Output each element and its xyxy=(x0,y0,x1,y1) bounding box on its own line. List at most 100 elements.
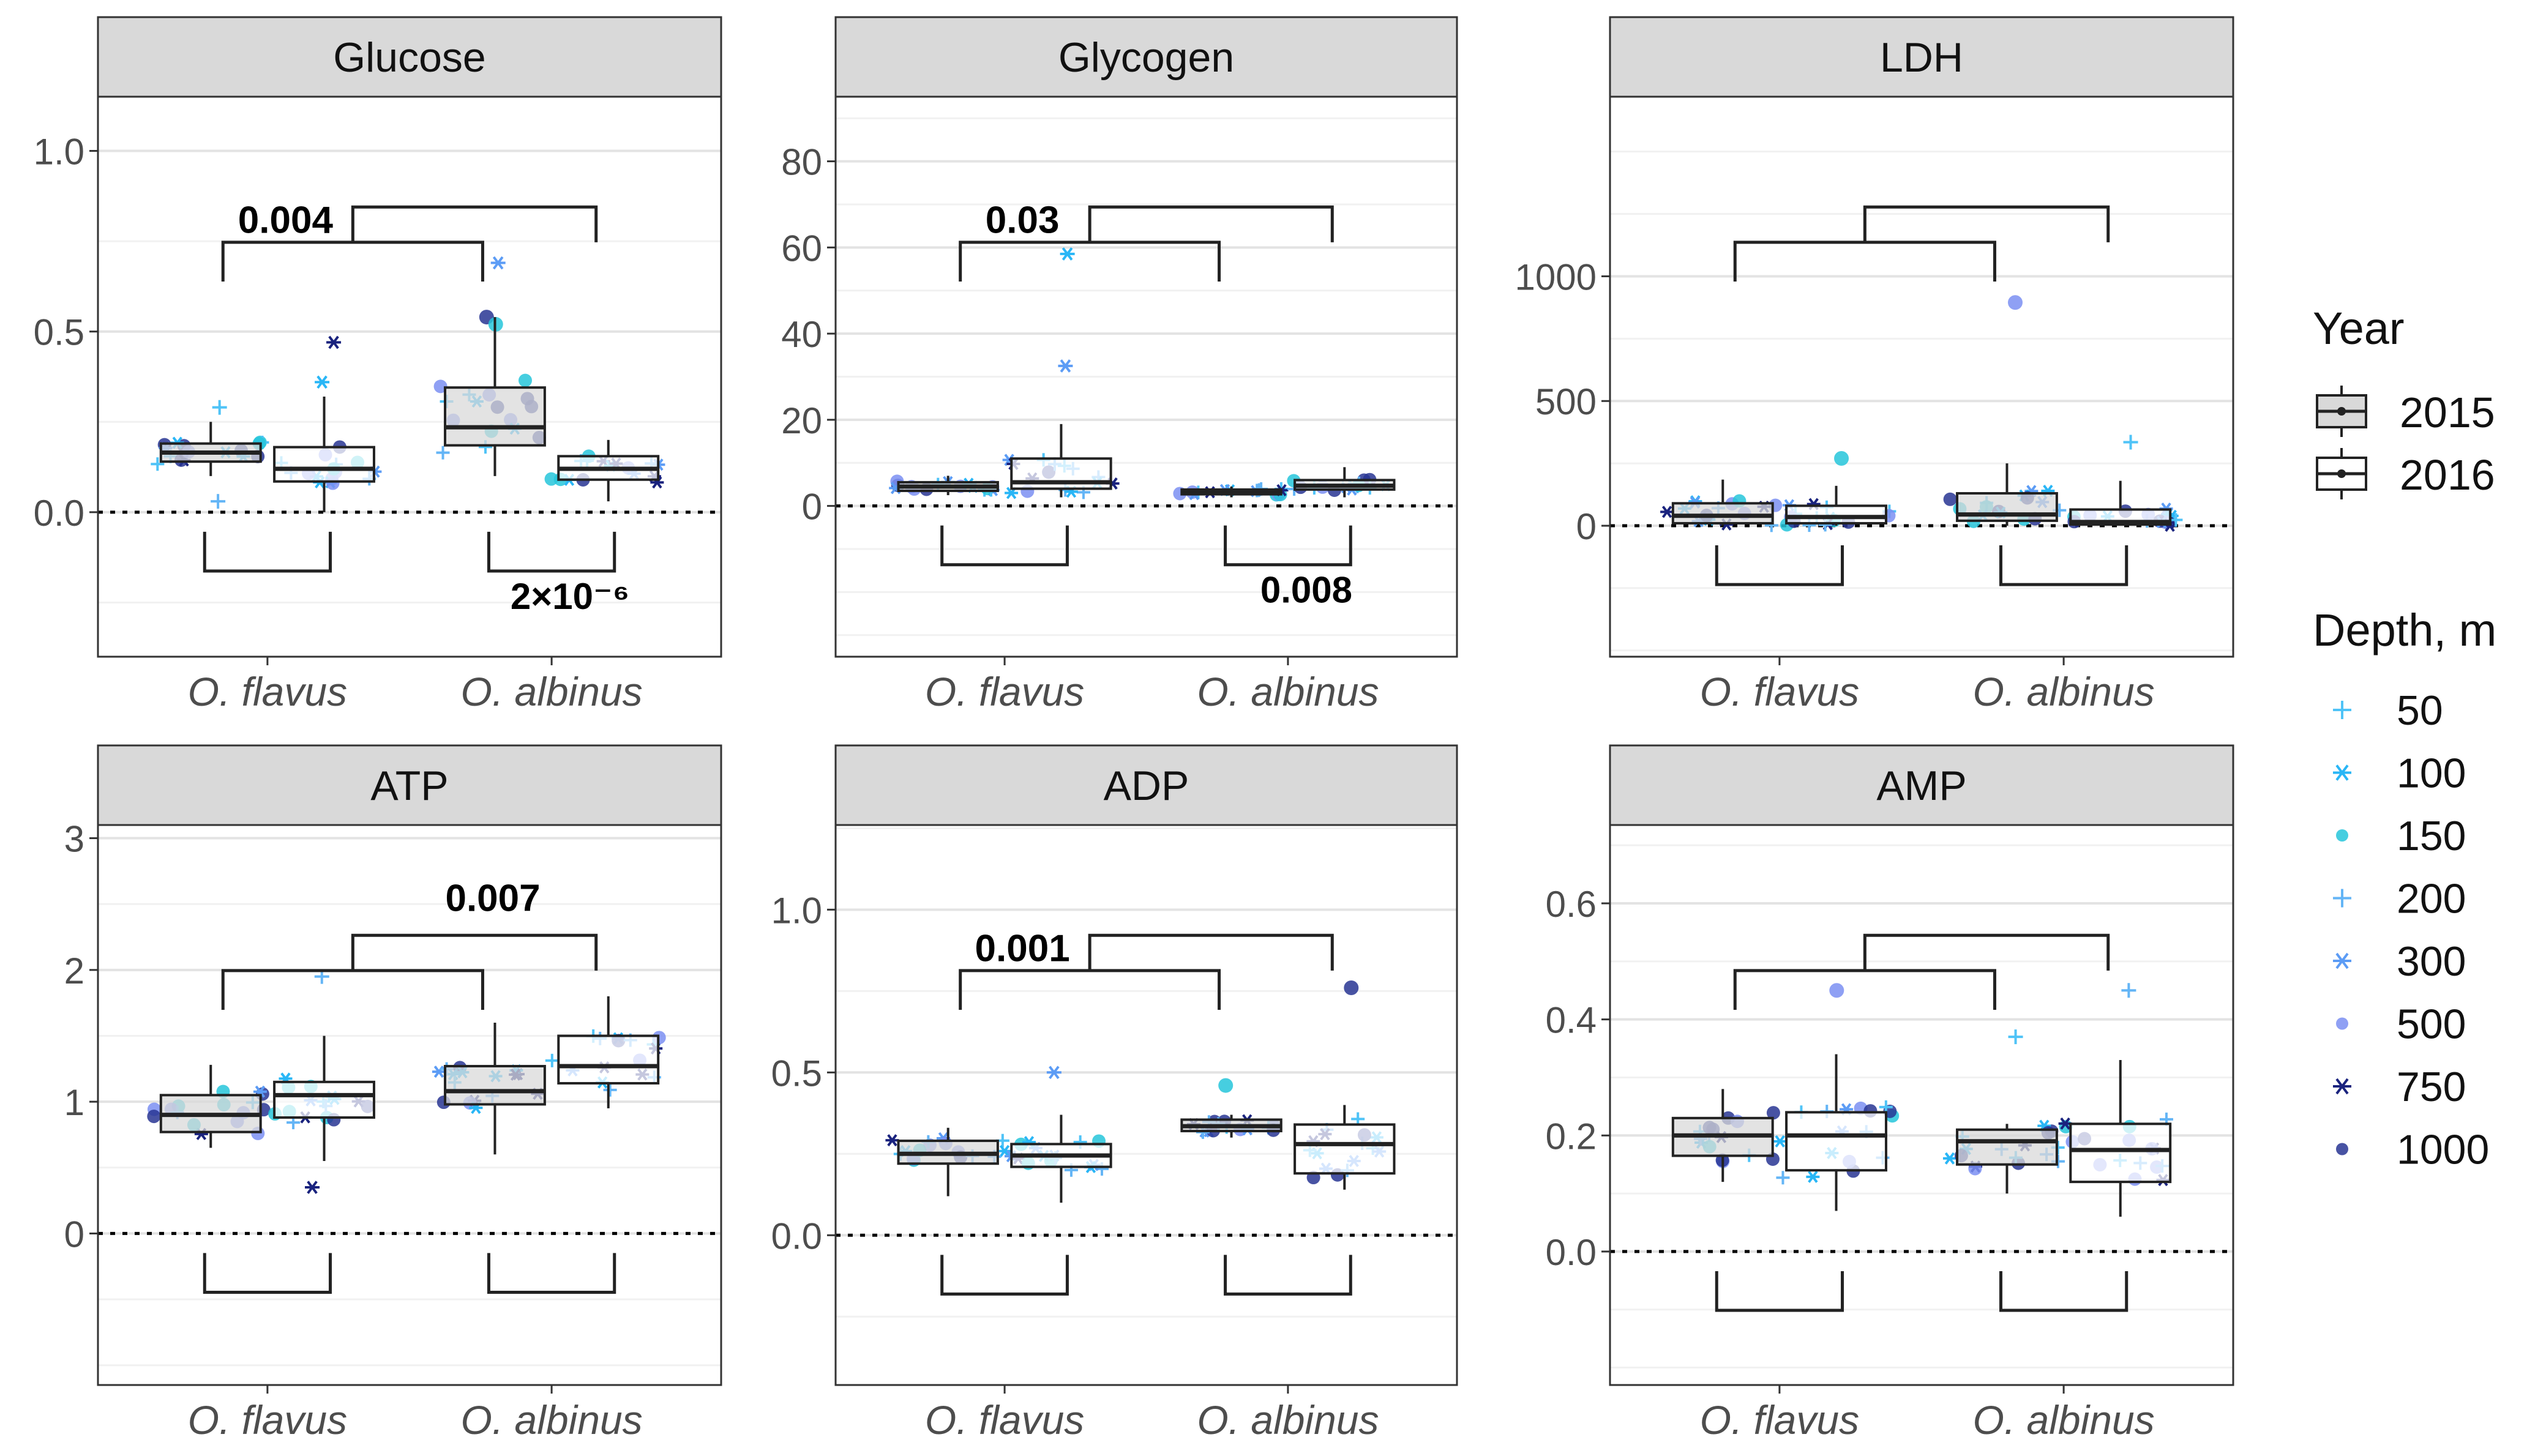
panel-title: ATP xyxy=(370,763,448,809)
panel-strip xyxy=(97,16,722,98)
panel-strip xyxy=(97,744,722,826)
year-comparison-bracket-o-albinus xyxy=(487,531,616,573)
legend-depth-marker xyxy=(2333,952,2351,969)
legend-depth-items: 50 100 150 200 300 500 750 1000 xyxy=(2333,687,2489,1173)
box-o-flavus-2015 xyxy=(897,476,999,496)
outlier-point xyxy=(2008,1029,2023,1045)
legend-depth-label: 300 xyxy=(2397,938,2466,985)
legend-depth-marker xyxy=(2336,1017,2348,1030)
y-tick-label: 0 xyxy=(802,487,822,528)
legend-depth-label: 200 xyxy=(2397,876,2466,922)
y-tick-label: 1 xyxy=(64,1082,84,1123)
panel-border xyxy=(1609,824,2234,1386)
outlier-point xyxy=(1218,1078,1234,1093)
y-tick-label: 1.0 xyxy=(34,132,84,173)
y-tick-label: 20 xyxy=(781,400,822,441)
species-comparison-bracket xyxy=(221,933,598,1010)
y-tick-label: 0.5 xyxy=(34,312,84,353)
box-o-albinus-2016 xyxy=(2069,1060,2172,1217)
outlier-point xyxy=(1046,1066,1061,1080)
box-o-albinus-2016 xyxy=(557,996,660,1108)
data-point xyxy=(1942,1152,1956,1165)
year-pvalue-label: 0.008 xyxy=(1260,570,1352,611)
box-o-albinus-2015 xyxy=(1180,1114,1282,1138)
year-comparison-bracket-o-flavus xyxy=(940,1255,1069,1296)
data-point xyxy=(147,1110,161,1124)
species-pvalue-label: 0.001 xyxy=(975,927,1070,969)
box-o-albinus-2015 xyxy=(1956,1124,2058,1194)
year-comparison-bracket-o-flavus xyxy=(203,1253,332,1294)
x-tick-label-o-albinus: O. albinus xyxy=(1197,669,1379,714)
species-comparison-bracket xyxy=(959,205,1334,282)
outlier-point xyxy=(326,335,342,349)
legend-depth-label: 50 xyxy=(2397,687,2443,734)
outlier-point xyxy=(1344,980,1359,995)
panel-strip xyxy=(1609,744,2234,826)
outlier-point xyxy=(305,1181,320,1194)
year-comparison-bracket-o-albinus xyxy=(1224,525,1352,567)
data-point xyxy=(436,446,450,460)
x-tick-label-o-albinus: O. albinus xyxy=(1973,1397,2155,1443)
legend-year-items: 2015 2016 xyxy=(2316,386,2495,499)
box-o-albinus-2016 xyxy=(1294,1105,1396,1190)
outlier-point xyxy=(1834,450,1849,466)
species-comparison-bracket xyxy=(1733,205,2110,282)
panel-border xyxy=(1609,95,2234,658)
plot-area xyxy=(1610,825,2233,1385)
legend-year-2015: 2015 xyxy=(2316,386,2495,437)
species-pvalue-label: 0.03 xyxy=(986,199,1060,241)
legend-depth-label: 150 xyxy=(2397,813,2466,859)
year-comparison-bracket-o-flavus xyxy=(1715,545,1844,586)
year-pvalue-label: 2×10⁻⁶ xyxy=(511,576,629,617)
box-o-albinus-2015 xyxy=(444,317,546,476)
legend-year-title: Year xyxy=(2313,303,2405,354)
species-comparison-bracket xyxy=(959,933,1334,1010)
y-tick-label: 1.0 xyxy=(771,890,822,931)
panel-amp: AMP 0.0 0.2 0.4 0.6 O. flavus O. albinus xyxy=(1546,744,2234,1443)
data-point xyxy=(1766,1106,1780,1120)
panel-strip xyxy=(1609,16,2234,98)
outlier-point xyxy=(2121,983,2136,998)
y-tick-label: 60 xyxy=(781,228,822,269)
outlier-point xyxy=(490,256,506,270)
box-o-flavus-2015 xyxy=(1671,479,1774,526)
y-tick-label: 0.5 xyxy=(771,1053,822,1094)
year-comparison-bracket-o-flavus xyxy=(203,531,332,573)
box-o-flavus-2016 xyxy=(1010,1114,1112,1203)
outlier-point xyxy=(2123,435,2138,450)
legend-year-label: 2015 xyxy=(2400,389,2495,436)
y-tick-label: 0.6 xyxy=(1546,884,1597,925)
y-tick-label: 0.4 xyxy=(1546,1000,1597,1041)
outlier-point xyxy=(315,375,330,389)
y-tick-label: 2 xyxy=(64,950,84,991)
x-tick-label-o-flavus: O. flavus xyxy=(925,1397,1084,1443)
year-comparison-bracket-o-albinus xyxy=(1999,545,2129,586)
panel-ldh: LDH 0 500 1000 O. flavus O. albinus xyxy=(1515,16,2234,714)
species-pvalue-label: 0.004 xyxy=(238,199,334,241)
panel-border xyxy=(97,824,722,1386)
legend-depth-label: 100 xyxy=(2397,750,2466,797)
box-o-flavus-2016 xyxy=(1785,485,1887,526)
plot-area xyxy=(98,97,721,657)
box-o-flavus-2016 xyxy=(273,396,375,512)
legend-depth-label: 750 xyxy=(2397,1064,2466,1110)
x-tick-label-o-flavus: O. flavus xyxy=(188,669,347,714)
panel-strip xyxy=(834,744,1458,826)
x-tick-label-o-albinus: O. albinus xyxy=(461,1397,643,1443)
panel-title: AMP xyxy=(1876,763,1966,809)
year-comparison-bracket-o-albinus xyxy=(487,1253,616,1294)
data-point xyxy=(519,373,533,387)
x-tick-label-o-albinus: O. albinus xyxy=(1973,669,2155,714)
outlier-point xyxy=(1829,983,1844,998)
outlier-point xyxy=(1060,247,1075,261)
plot-area xyxy=(836,825,1457,1385)
box-o-albinus-2015 xyxy=(444,1022,546,1155)
legend-year-label: 2016 xyxy=(2400,451,2495,499)
data-point xyxy=(1776,1171,1790,1185)
panel-atp: ATP 0 1 2 3 O. flavus O. albinus 0.007 xyxy=(64,744,722,1443)
box-o-flavus-2016 xyxy=(273,1036,375,1161)
x-tick-label-o-flavus: O. flavus xyxy=(1700,669,1859,714)
legend-depth-marker xyxy=(2333,1078,2351,1095)
